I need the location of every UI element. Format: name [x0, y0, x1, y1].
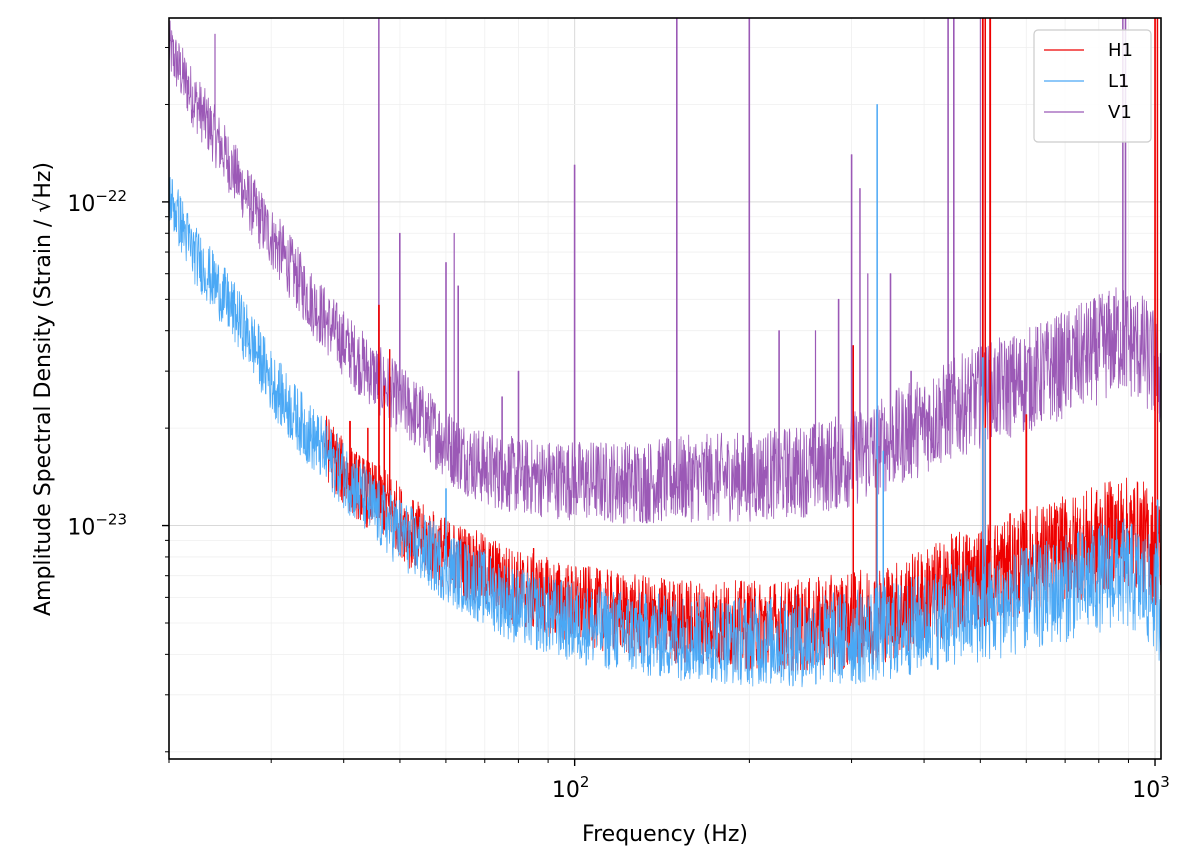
plot-frame [168, 17, 1162, 760]
x-tick-label: 103 [1132, 773, 1170, 803]
axis-ticks [162, 46, 1156, 766]
y-tick-label: 10−23 [67, 511, 127, 541]
x-tick-label: 102 [552, 773, 590, 803]
tick-labels: 102 103 10−23 10−22 [67, 187, 1169, 803]
series-layer [169, 18, 1161, 688]
legend-box [1033, 29, 1152, 143]
legend-label-v1: V1 [1108, 102, 1132, 123]
y-tick-label: 10−22 [67, 187, 127, 217]
series-line-v1 [169, 18, 1161, 524]
legend: H1 L1 V1 [1033, 29, 1152, 143]
legend-label-h1: H1 [1108, 40, 1133, 61]
x-axis-label: Frequency (Hz) [582, 822, 748, 847]
series-line-l1 [169, 104, 1161, 688]
y-axis-label: Amplitude Spectral Density (Strain / √Hz… [31, 162, 56, 616]
legend-label-l1: L1 [1108, 71, 1129, 92]
